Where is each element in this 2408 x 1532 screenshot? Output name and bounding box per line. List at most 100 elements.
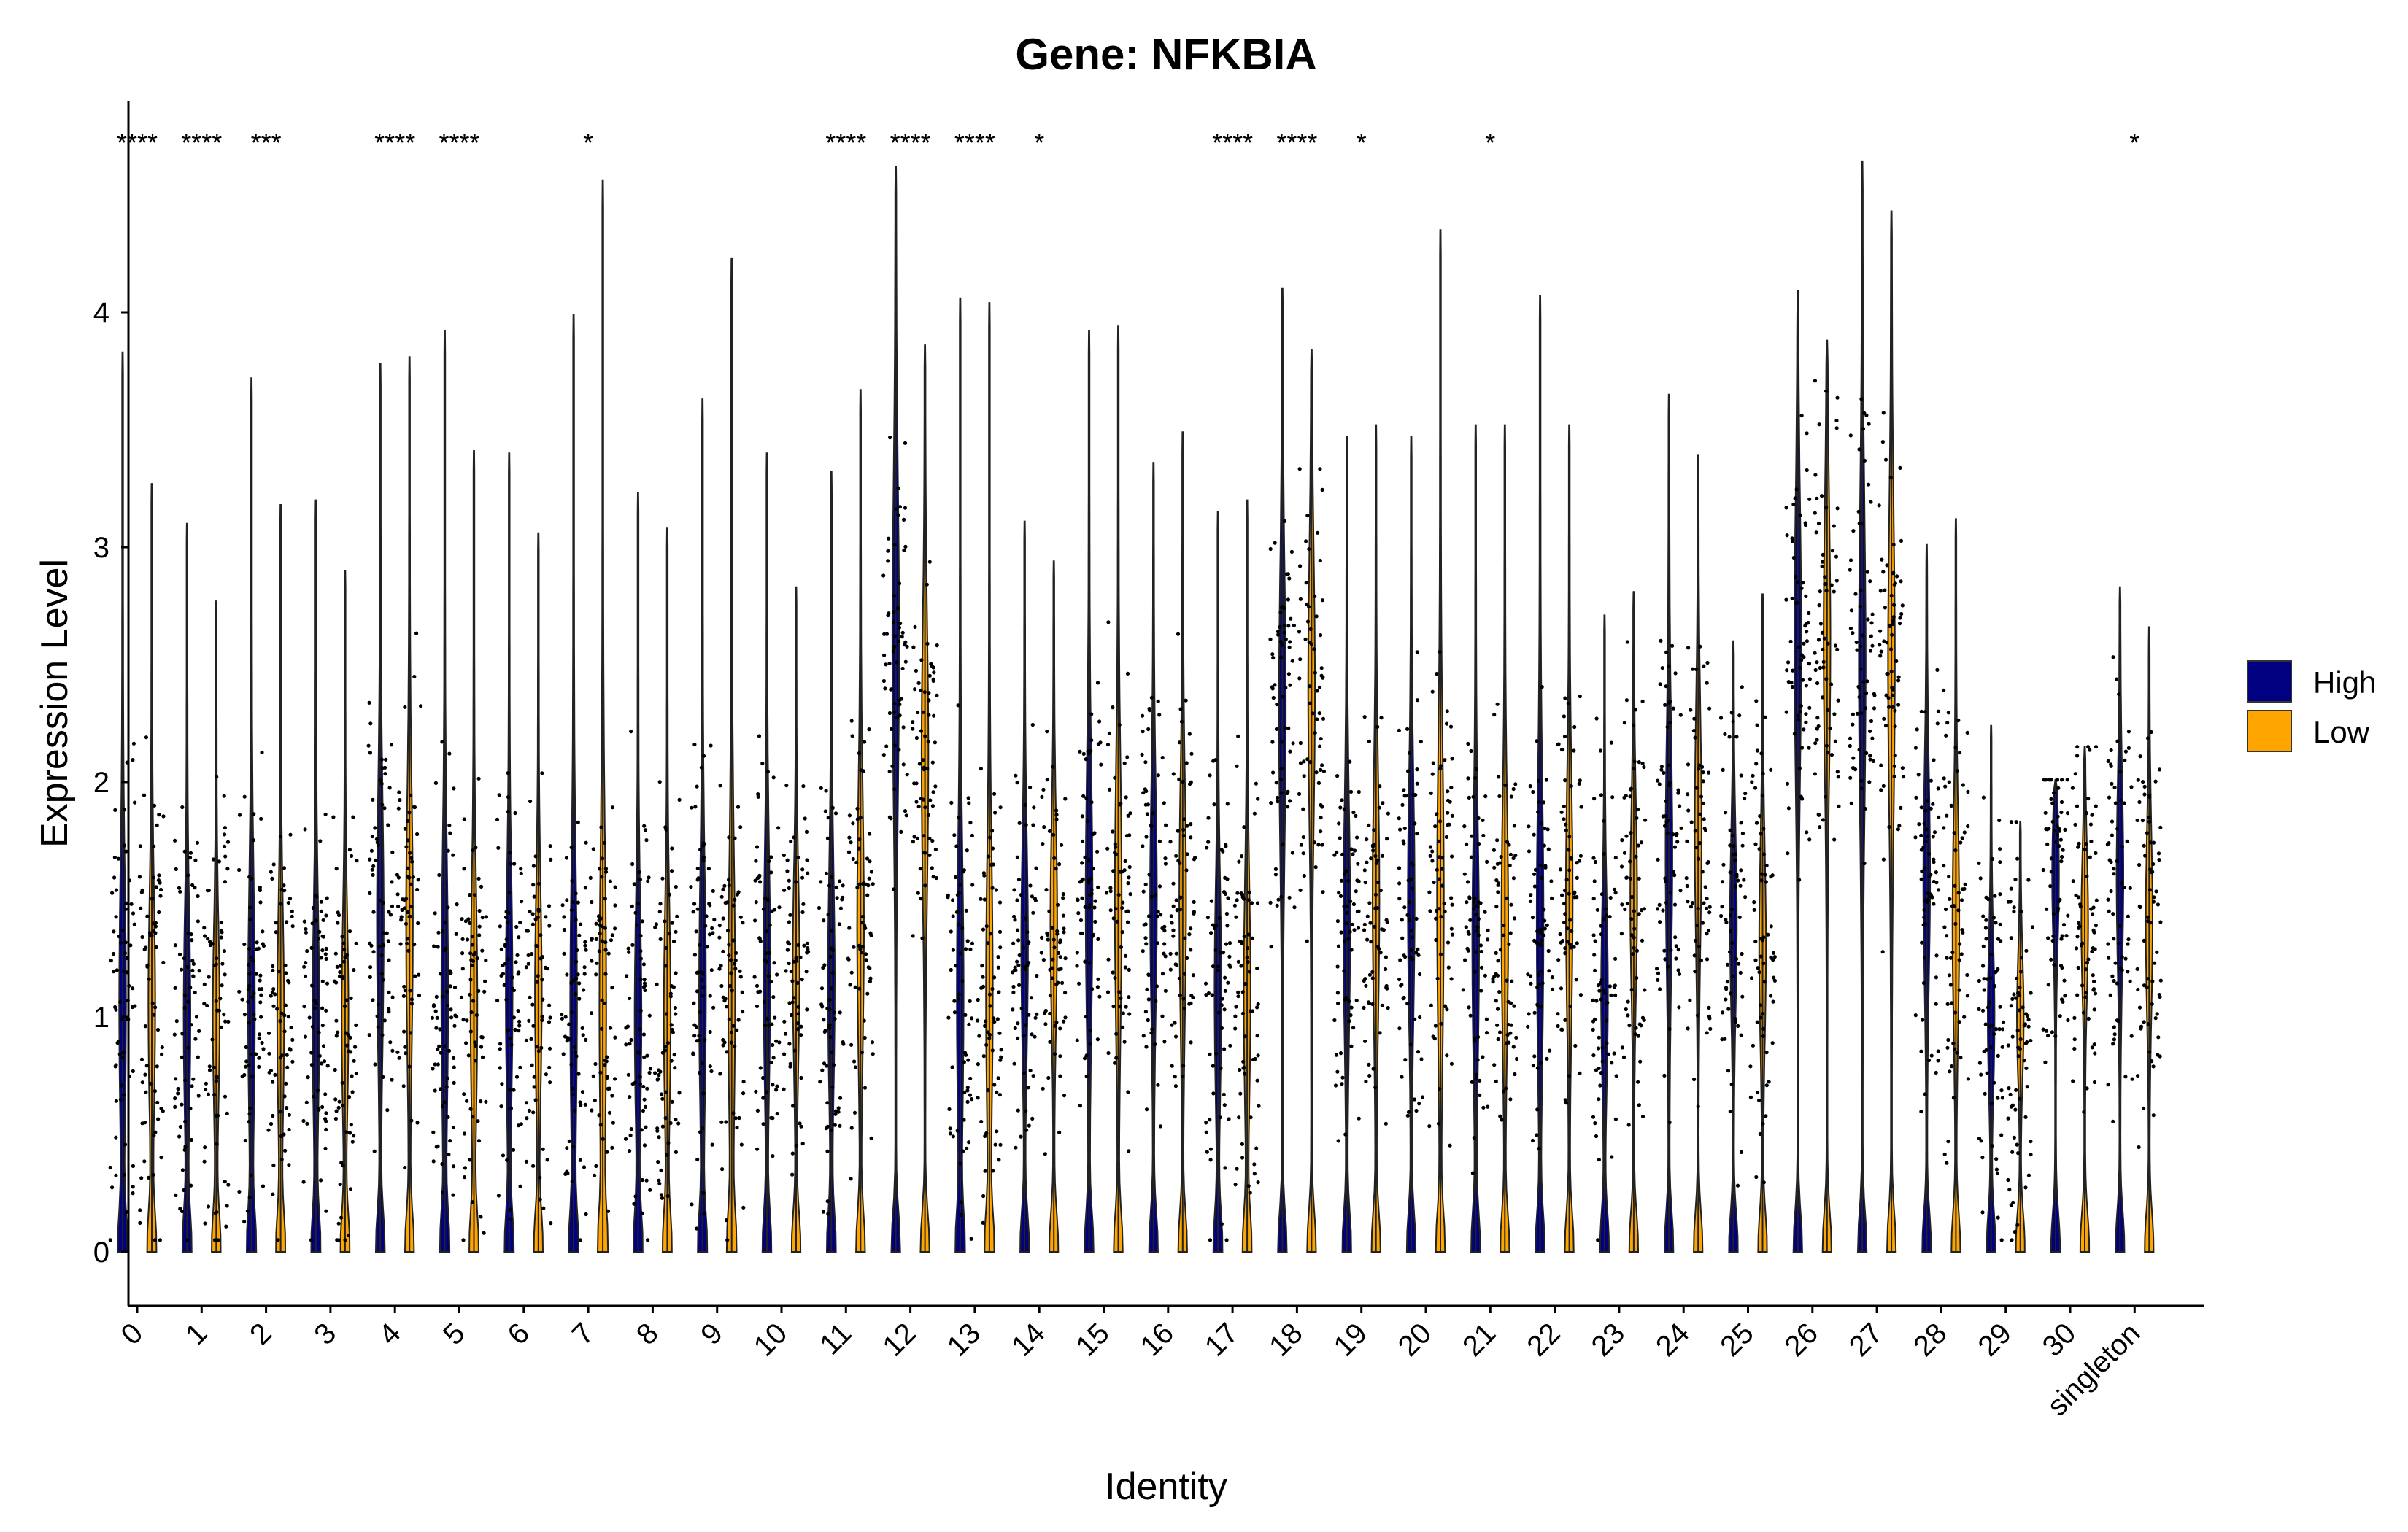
jitter-point bbox=[1050, 926, 1054, 930]
jitter-point bbox=[1794, 487, 1799, 492]
jitter-point bbox=[479, 1099, 483, 1104]
jitter-point bbox=[1867, 482, 1871, 487]
jitter-point bbox=[817, 905, 822, 910]
jitter-point bbox=[788, 1064, 792, 1069]
jitter-point bbox=[1089, 888, 1094, 892]
jitter-point bbox=[690, 1202, 694, 1207]
jitter-point bbox=[207, 1064, 212, 1069]
jitter-point bbox=[2123, 956, 2128, 961]
jitter-point bbox=[463, 919, 468, 924]
jitter-point bbox=[987, 1036, 992, 1040]
jitter-point bbox=[1011, 1007, 1015, 1012]
jitter-point bbox=[1075, 951, 1079, 955]
jitter-point bbox=[1942, 826, 1946, 830]
jitter-point bbox=[1155, 941, 1159, 945]
jitter-point bbox=[637, 870, 641, 875]
jitter-point bbox=[1936, 786, 1940, 791]
jitter-point bbox=[1890, 686, 1894, 690]
jitter-point bbox=[645, 1086, 649, 1091]
jitter-point bbox=[1608, 915, 1612, 919]
jitter-point bbox=[1816, 812, 1821, 816]
jitter-point bbox=[1872, 706, 1877, 711]
jitter-point bbox=[1449, 896, 1454, 900]
jitter-point bbox=[1434, 908, 1439, 913]
jitter-point bbox=[531, 883, 536, 887]
jitter-point bbox=[2045, 907, 2049, 911]
jitter-point bbox=[657, 1181, 662, 1185]
jitter-point bbox=[1187, 1002, 1192, 1006]
jitter-point bbox=[1140, 752, 1144, 757]
jitter-point bbox=[1373, 1086, 1378, 1090]
jitter-point bbox=[517, 935, 521, 940]
jitter-point bbox=[399, 915, 404, 919]
jitter-point bbox=[1142, 923, 1146, 927]
jitter-point bbox=[610, 933, 614, 937]
jitter-point bbox=[258, 978, 262, 983]
jitter-point bbox=[439, 972, 443, 976]
jitter-point bbox=[642, 1143, 647, 1148]
jitter-point bbox=[1354, 998, 1359, 1002]
jitter-point bbox=[919, 797, 923, 801]
jitter-point bbox=[1563, 951, 1567, 956]
jitter-point bbox=[1531, 1064, 1535, 1068]
jitter-point bbox=[1798, 709, 1802, 714]
jitter-point bbox=[1829, 753, 1834, 757]
jitter-point bbox=[1707, 770, 1711, 775]
jitter-point bbox=[1415, 831, 1419, 836]
jitter-point bbox=[987, 1032, 992, 1037]
jitter-point bbox=[1834, 554, 1839, 559]
jitter-point bbox=[2123, 749, 2128, 754]
jitter-point bbox=[539, 933, 543, 937]
jitter-point bbox=[1821, 665, 1826, 670]
jitter-point bbox=[1087, 881, 1091, 885]
jitter-point bbox=[1080, 861, 1084, 865]
jitter-point bbox=[670, 869, 674, 873]
jitter-point bbox=[1830, 549, 1835, 553]
jitter-point bbox=[269, 1121, 274, 1126]
jitter-point bbox=[931, 677, 935, 681]
jitter-point bbox=[1563, 696, 1567, 700]
jitter-point bbox=[211, 857, 215, 862]
jitter-point bbox=[1343, 872, 1347, 876]
jitter-point bbox=[1254, 781, 1258, 786]
jitter-point bbox=[962, 868, 966, 873]
jitter-point bbox=[223, 880, 227, 884]
jitter-point bbox=[1960, 887, 1964, 891]
jitter-point bbox=[202, 1159, 207, 1164]
jitter-point bbox=[1803, 624, 1807, 628]
jitter-point bbox=[927, 560, 932, 564]
jitter-point bbox=[1145, 987, 1149, 991]
jitter-point bbox=[1624, 1007, 1628, 1012]
jitter-point bbox=[1655, 967, 1659, 971]
jitter-point bbox=[914, 781, 919, 786]
jitter-point bbox=[191, 974, 196, 978]
jitter-point bbox=[177, 952, 182, 956]
jitter-point bbox=[992, 1016, 996, 1021]
jitter-point bbox=[1760, 794, 1764, 798]
jitter-point bbox=[932, 670, 936, 675]
jitter-point bbox=[927, 836, 932, 840]
jitter-point bbox=[2093, 1051, 2097, 1056]
jitter-point bbox=[1923, 898, 1927, 903]
jitter-point bbox=[1292, 905, 1297, 910]
jitter-point bbox=[736, 805, 741, 809]
jitter-point bbox=[1569, 784, 1573, 789]
x-tick-label: 2 bbox=[244, 1317, 278, 1351]
jitter-point bbox=[242, 794, 247, 799]
jitter-point bbox=[1728, 1109, 1732, 1114]
jitter-point bbox=[949, 800, 954, 805]
jitter-point bbox=[2056, 786, 2061, 790]
jitter-point bbox=[1495, 702, 1500, 706]
jitter-point bbox=[1733, 884, 1737, 889]
jitter-point bbox=[374, 837, 379, 841]
jitter-point bbox=[1236, 994, 1240, 999]
jitter-point bbox=[1405, 1002, 1410, 1006]
jitter-point bbox=[1502, 933, 1506, 937]
jitter-point bbox=[918, 867, 922, 871]
jitter-point bbox=[1119, 945, 1123, 949]
jitter-point bbox=[1415, 767, 1419, 772]
jitter-point bbox=[1953, 921, 1958, 926]
jitter-point bbox=[1362, 922, 1367, 926]
jitter-point bbox=[806, 949, 811, 954]
jitter-point bbox=[785, 948, 790, 952]
